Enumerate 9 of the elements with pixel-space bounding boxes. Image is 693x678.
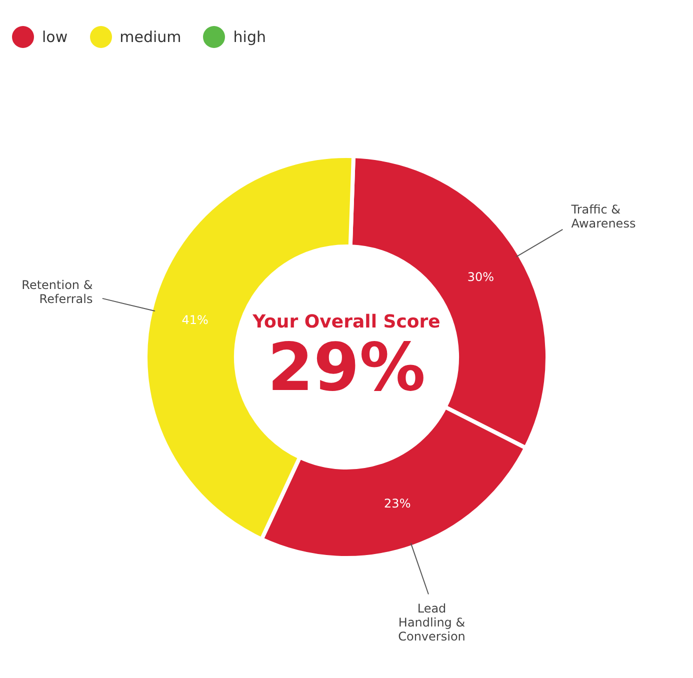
- data-label: 30%: [467, 270, 494, 284]
- slice-label: Traffic & Awareness: [570, 202, 636, 230]
- data-label: 41%: [182, 312, 208, 327]
- slice-label: Retention & Referrals: [22, 278, 93, 306]
- category-label: low: [42, 28, 68, 46]
- category-label: high: [233, 28, 266, 46]
- slice-label: Lead Handling & Conversion: [398, 602, 466, 644]
- data-label: 23%: [384, 496, 411, 510]
- category-label: medium: [120, 28, 182, 46]
